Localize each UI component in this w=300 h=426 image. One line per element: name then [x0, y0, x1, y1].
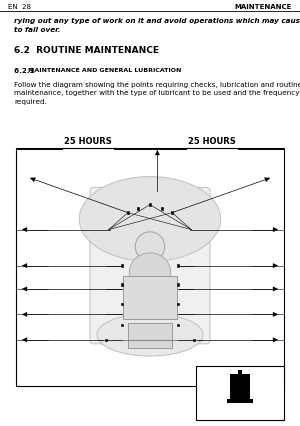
Bar	[124, 276, 176, 319]
Text: Follow the diagram showing the points requiring checks, lubrication and routine
: Follow the diagram showing the points re…	[14, 82, 300, 105]
Bar	[227, 399, 253, 403]
Polygon shape	[155, 150, 160, 155]
Ellipse shape	[97, 314, 203, 356]
Text: MAINTENANCE: MAINTENANCE	[235, 4, 292, 10]
Bar	[177, 265, 179, 267]
Polygon shape	[22, 287, 27, 291]
Bar	[104, 339, 107, 341]
Text: 25 HOURS: 25 HOURS	[64, 137, 112, 146]
Text: 6.2.1: 6.2.1	[14, 68, 40, 74]
Text: EN  28: EN 28	[8, 4, 31, 10]
Text: OIL - SAE 30: OIL - SAE 30	[217, 410, 263, 416]
Text: rying out any type of work on it and avoid operations which may cause it
to fall: rying out any type of work on it and avo…	[14, 18, 300, 33]
Polygon shape	[22, 227, 27, 232]
Circle shape	[135, 232, 165, 261]
FancyBboxPatch shape	[90, 187, 210, 344]
Bar	[177, 283, 179, 286]
Text: 6.2  ROUTINE MAINTENANCE: 6.2 ROUTINE MAINTENANCE	[14, 46, 159, 55]
Bar	[177, 302, 179, 305]
Polygon shape	[22, 263, 27, 268]
Bar	[128, 323, 172, 348]
Bar	[177, 324, 179, 326]
Ellipse shape	[79, 177, 221, 262]
Bar	[137, 207, 140, 210]
Bar	[121, 324, 123, 326]
Polygon shape	[273, 287, 278, 291]
Bar	[127, 211, 129, 214]
Text: 25 HOURS: 25 HOURS	[188, 137, 236, 146]
Bar	[160, 207, 163, 210]
Text: MAINTENANCE AND GENERAL LUBRICATION: MAINTENANCE AND GENERAL LUBRICATION	[28, 68, 182, 73]
Bar	[16, 148, 284, 386]
Bar	[121, 265, 123, 267]
Bar	[121, 283, 123, 286]
Polygon shape	[22, 337, 27, 342]
Polygon shape	[273, 227, 278, 232]
Polygon shape	[273, 312, 278, 317]
Bar	[238, 370, 242, 383]
Polygon shape	[265, 178, 270, 182]
Bar	[193, 339, 196, 341]
Bar	[171, 211, 173, 214]
Polygon shape	[273, 263, 278, 268]
Polygon shape	[22, 312, 27, 317]
Ellipse shape	[129, 253, 171, 291]
Bar	[149, 203, 151, 206]
Ellipse shape	[97, 179, 203, 213]
Polygon shape	[273, 337, 278, 342]
Bar	[230, 374, 250, 399]
Bar	[121, 302, 123, 305]
Bar	[196, 366, 284, 420]
Polygon shape	[30, 178, 35, 182]
